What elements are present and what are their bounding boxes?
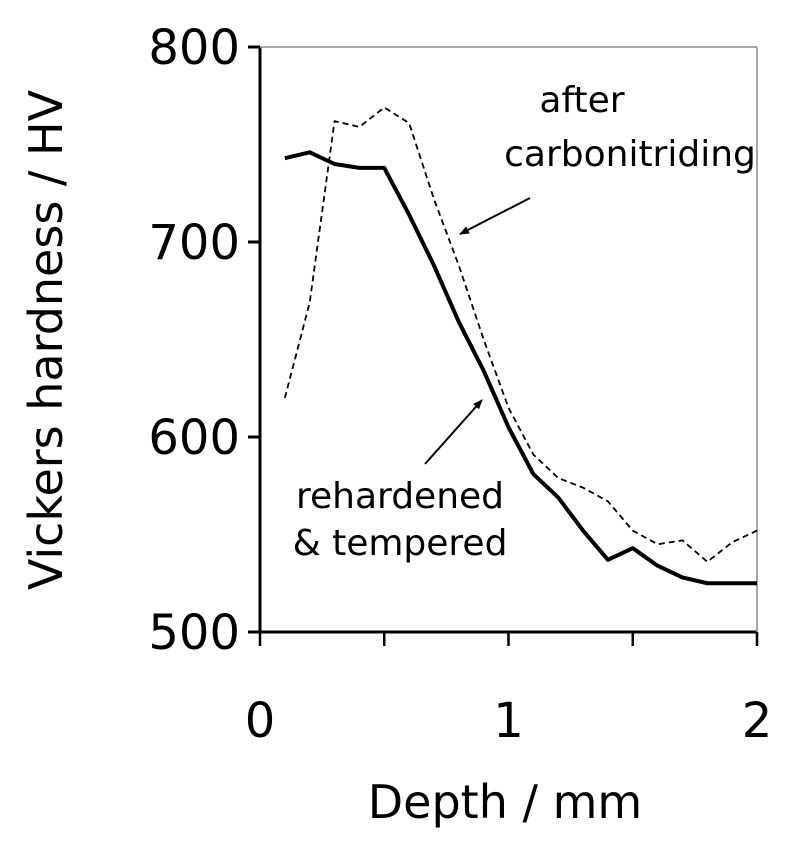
x-tick-label: 2: [742, 693, 773, 749]
y-tick-label: 500: [148, 605, 240, 661]
y-axis-label: Vickers hardness / HV: [19, 89, 73, 590]
arrow-rehardened: [424, 399, 483, 465]
series-line-after-carbonitriding: [283, 106, 758, 563]
label-carbonitriding: carbonitriding: [504, 134, 756, 175]
x-tick-label: 0: [245, 693, 276, 749]
series-group: [283, 106, 758, 586]
label-tempered: & tempered: [293, 523, 508, 564]
x-tick-label: 1: [493, 693, 524, 749]
y-tick-label: 800: [148, 20, 240, 76]
label-rehardened: rehardened: [296, 476, 504, 517]
arrow-after-carbonitriding: [459, 197, 531, 235]
x-axis-label: Depth / mm: [368, 775, 642, 829]
axes: 500 600 700 800 0 1 2: [148, 20, 772, 749]
y-tick-label: 700: [148, 215, 240, 271]
y-tick-label: 600: [148, 410, 240, 466]
label-after: after: [539, 80, 624, 121]
series-labels: after carbonitriding rehardened & temper…: [293, 80, 756, 564]
series-line-rehardened-tempered: [284, 150, 757, 586]
